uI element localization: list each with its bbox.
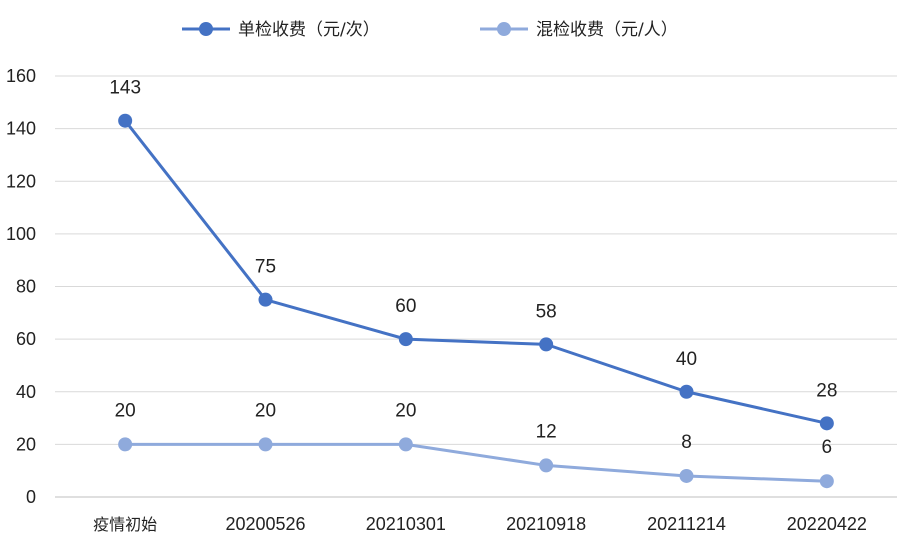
data-label-2: 20 [255,400,276,421]
legend: 单检收费（元/次） 混检收费（元/人） [182,20,678,40]
data-point-2 [398,437,413,452]
data-label-2: 20 [395,400,416,421]
data-label-1: 58 [536,301,557,322]
y-tick-label: 120 [6,171,36,191]
x-axis-ticks: 疫情初始 20200526 20210301 20210918 20211214 2022… [93,514,867,534]
legend-marker-2 [497,22,511,36]
data-point-2 [819,474,834,489]
legend-marker-1 [199,22,213,36]
y-axis-ticks: 0 20 40 60 80 100 120 140 160 [6,66,36,507]
y-tick-label: 20 [16,434,36,454]
y-tick-label: 100 [6,224,36,244]
x-tick-label: 20210918 [506,514,586,534]
x-tick-label: 20200526 [225,514,305,534]
x-tick-label: 20220422 [787,514,867,534]
data-point-1 [118,113,133,128]
data-point-2 [539,458,554,473]
data-label-1: 75 [255,257,276,278]
y-tick-label: 160 [6,66,36,86]
y-tick-label: 140 [6,119,36,139]
x-tick-label: 疫情初始 [93,515,157,534]
data-point-2 [258,437,273,452]
data-label-1: 143 [109,78,141,99]
data-label-1: 28 [816,380,837,401]
series-line-1 [123,119,828,425]
data-point-2 [118,437,133,452]
data-point-1 [819,416,834,431]
data-label-2: 20 [115,400,136,421]
data-label-1: 40 [676,349,697,370]
y-tick-label: 40 [16,382,36,402]
series-layer [118,113,834,489]
data-label-2: 6 [822,437,833,458]
legend-label-2: 混检收费（元/人） [536,20,678,40]
data-point-1 [539,337,554,352]
x-tick-label: 20210301 [366,514,446,534]
data-labels: 143 75 60 58 40 28 20 20 20 12 8 6 [109,78,837,458]
data-point-1 [258,292,273,307]
series-line-2 [125,442,827,483]
data-point-1 [398,332,413,347]
data-label-1: 60 [395,296,416,317]
y-tick-label: 80 [16,277,36,297]
grid [55,75,897,498]
data-point-2 [679,468,694,483]
y-tick-label: 0 [26,487,36,507]
x-tick-label: 20211214 [647,514,726,534]
data-label-2: 8 [681,432,692,453]
legend-label-1: 单检收费（元/次） [238,20,380,40]
data-label-2: 12 [536,421,557,442]
y-tick-label: 60 [16,329,36,349]
data-point-1 [679,384,694,399]
